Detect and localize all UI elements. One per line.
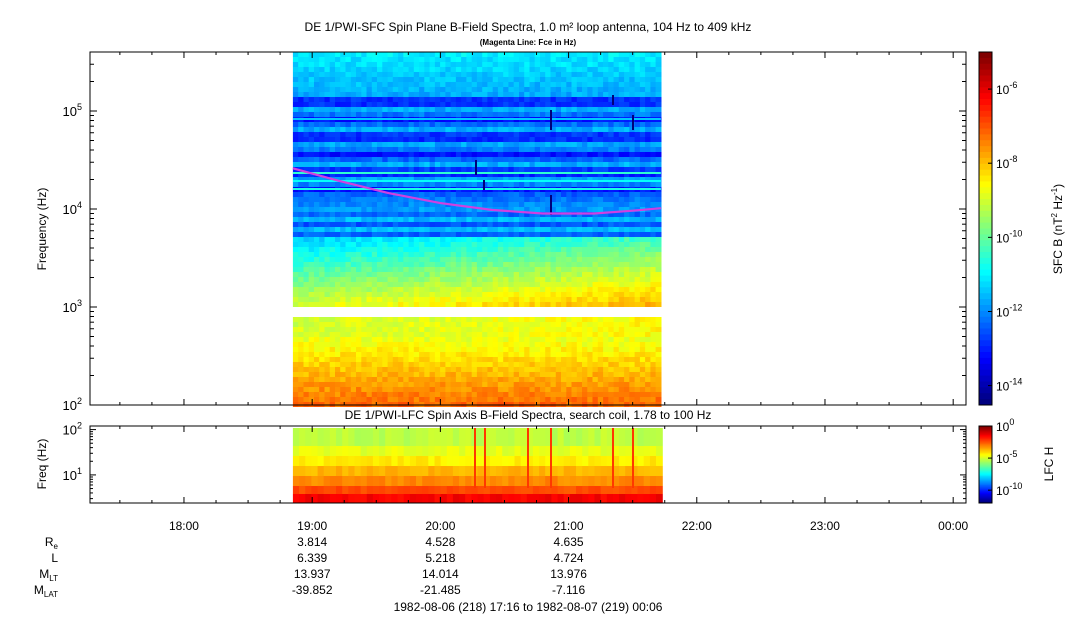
- bottom-colorbar: [978, 425, 993, 504]
- top-y-axis-label: Frequency (Hz): [35, 188, 49, 271]
- ephemeris-value: 4.635: [554, 535, 584, 549]
- top-y-axis: 102 103 104 105: [63, 51, 966, 413]
- time-range-label: 1982-08-06 (218) 17:16 to 1982-08-07 (21…: [394, 600, 663, 614]
- bottom-spectrogram-image: [292, 428, 663, 503]
- colorbar-tick-label: 10-10: [996, 228, 1022, 245]
- bottom-colorbar-ticks: 100 10-5 10-10: [988, 417, 1022, 498]
- ephemeris-value: 4.528: [425, 535, 455, 549]
- bottom-y-axis: 101 102: [63, 421, 966, 500]
- top-y-tick-label: 104: [63, 200, 82, 217]
- bottom-colorbar-label: LFC H: [1042, 447, 1056, 482]
- time-tick-label: 18:00: [169, 519, 199, 533]
- top-y-tick-label: 103: [63, 298, 82, 315]
- top-panel-frame: [89, 51, 967, 406]
- top-y-tick-label: 105: [63, 102, 82, 119]
- colorbar-tick-label: 10-8: [996, 154, 1017, 171]
- time-tick-label: 00:00: [938, 519, 968, 533]
- ephemeris-row-label: L: [51, 551, 58, 565]
- time-axis: 18:00 19:00 20:00 21:00 22:00 23:00 00:00: [119, 52, 969, 533]
- time-tick-label: 22:00: [682, 519, 712, 533]
- ephemeris-row-label: MLT: [39, 567, 58, 583]
- ephemeris-value: -21.485: [420, 583, 461, 597]
- top-colorbar-ticks: 10-6 10-8 10-10 10-12 10-14: [988, 80, 1022, 394]
- ephemeris-row-label: Re: [45, 535, 59, 551]
- ephemeris-value: 5.218: [425, 551, 455, 565]
- ephemeris-row-label: MLAT: [34, 583, 58, 599]
- time-tick-label: 21:00: [554, 519, 584, 533]
- colorbar-tick-label: 10-5: [996, 449, 1017, 466]
- top-panel-subtitle: (Magenta Line: Fce in Hz): [480, 38, 577, 47]
- bottom-y-tick-label: 101: [63, 466, 82, 483]
- colorbar-tick-label: 10-14: [996, 377, 1022, 394]
- fce-magenta-line: [292, 167, 661, 215]
- colorbar-tick-label: 100: [996, 417, 1014, 434]
- top-spectrogram-image: [292, 52, 662, 407]
- colorbar-tick-label: 10-6: [996, 80, 1017, 97]
- top-colorbar: [978, 51, 993, 406]
- time-tick-label: 20:00: [425, 519, 455, 533]
- time-tick-label: 19:00: [297, 519, 327, 533]
- ephemeris-value: 14.014: [422, 567, 459, 581]
- top-panel-title: DE 1/PWI-SFC Spin Plane B-Field Spectra,…: [305, 20, 752, 34]
- ephemeris-value: 3.814: [297, 535, 327, 549]
- colorbar-tick-label: 10-12: [996, 302, 1022, 319]
- colorbar-tick-label: 10-10: [996, 481, 1022, 498]
- ephemeris-table: Re 3.814 4.528 4.635 L 6.339 5.218 4.724 MLT 13.9…: [34, 535, 587, 599]
- bottom-panel-frame: [89, 425, 967, 504]
- top-colorbar-label: SFC B (nT2 Hz-1): [1050, 184, 1065, 274]
- bottom-panel-title: DE 1/PWI-LFC Spin Axis B-Field Spectra, …: [345, 408, 712, 422]
- bottom-y-axis-label: Freq (Hz): [35, 439, 49, 490]
- bottom-y-tick-label: 102: [63, 421, 82, 438]
- ephemeris-value: -7.116: [552, 583, 585, 597]
- ephemeris-value: 6.339: [297, 551, 327, 565]
- top-y-tick-label: 102: [63, 396, 82, 413]
- ephemeris-value: 13.937: [294, 567, 331, 581]
- ephemeris-value: -39.852: [292, 583, 333, 597]
- ephemeris-value: 4.724: [554, 551, 584, 565]
- time-tick-label: 23:00: [810, 519, 840, 533]
- ephemeris-value: 13.976: [550, 567, 587, 581]
